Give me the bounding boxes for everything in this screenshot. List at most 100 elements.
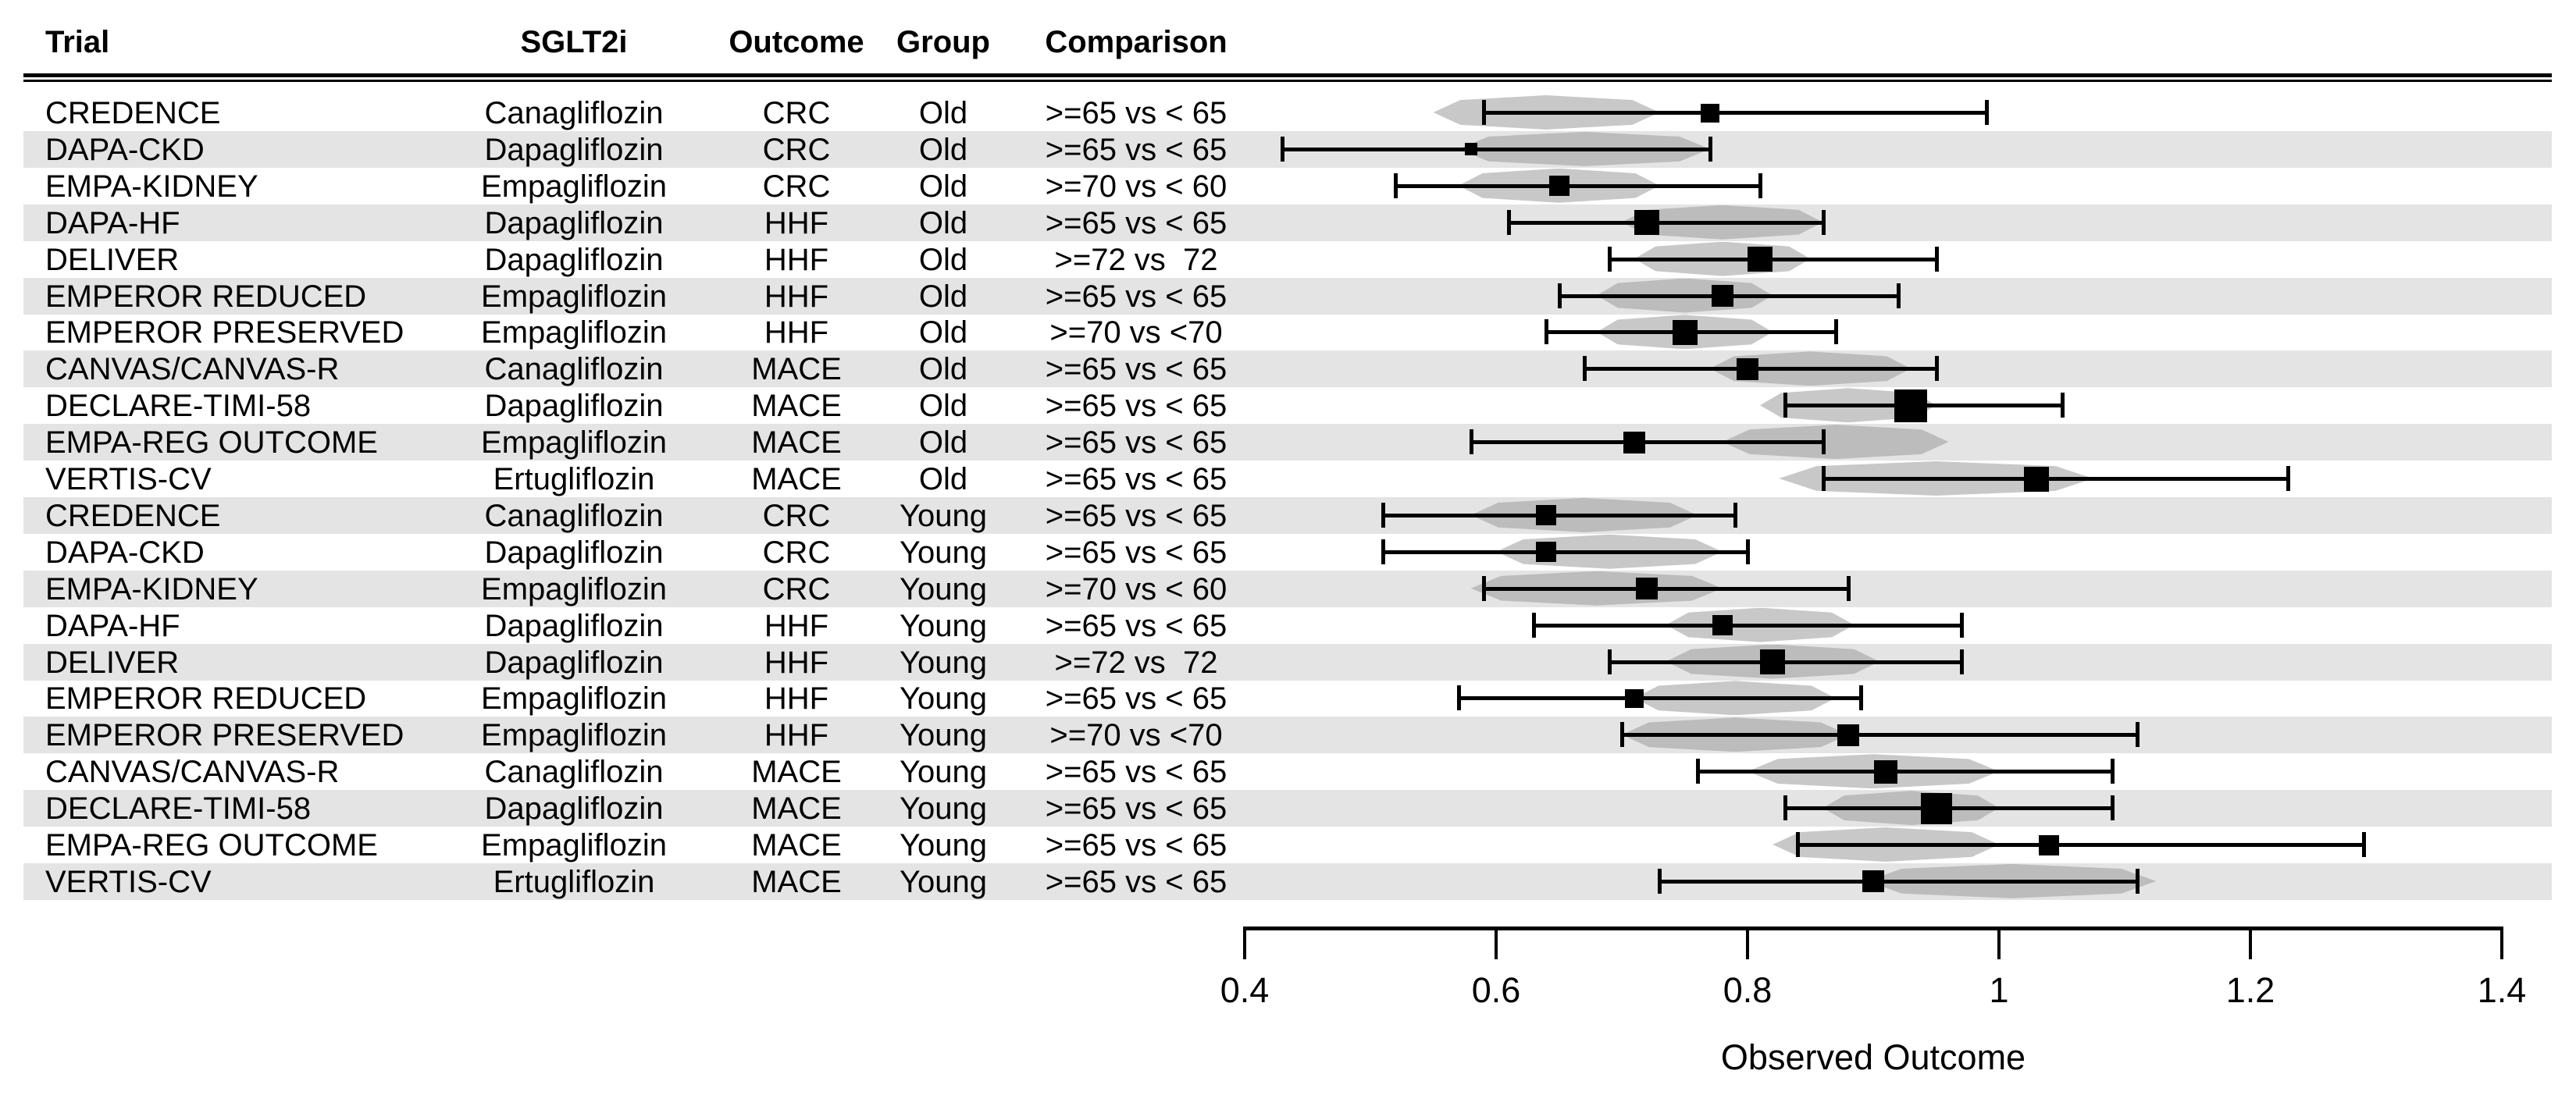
outcome-value: HHF xyxy=(764,645,829,680)
ci-lower-cap xyxy=(1545,319,1549,345)
column-header-outcome: Outcome xyxy=(729,25,864,59)
comparison-value: >=65 vs < 65 xyxy=(1045,608,1227,643)
trial-name: EMPA-REG OUTCOME xyxy=(45,425,378,461)
comparison-value: >=65 vs < 65 xyxy=(1045,279,1227,314)
sglt2i-name: Empagliflozin xyxy=(481,681,667,717)
comparison-value: >=65 vs < 65 xyxy=(1045,791,1227,827)
comparison-value: >=65 vs < 65 xyxy=(1045,389,1227,424)
trial-name: EMPEROR REDUCED xyxy=(45,279,367,314)
outcome-value: HHF xyxy=(764,242,829,277)
trial-name: EMPA-REG OUTCOME xyxy=(45,828,378,862)
x-axis-tick xyxy=(2249,928,2252,959)
ci-upper-cap xyxy=(1934,246,1939,272)
group-value: Young xyxy=(900,608,987,643)
confidence-interval-line xyxy=(1509,220,1823,225)
row-band xyxy=(23,570,2552,607)
table-row: EMPA-REG OUTCOME Empagliflozin MACE Youn… xyxy=(0,827,2576,863)
comparison-value: >=72 vs 72 xyxy=(1054,645,1218,680)
comparison-value: >=65 vs < 65 xyxy=(1045,864,1227,899)
group-value: Old xyxy=(918,462,968,496)
ci-lower-cap xyxy=(1469,429,1473,455)
table-row: DECLARE-TIMI-58 Dapagliflozin MACE Old >… xyxy=(0,387,2576,424)
table-row: CREDENCE Canagliflozin CRC Old >=65 vs <… xyxy=(0,94,2576,131)
comparison-value: >=65 vs < 65 xyxy=(1045,205,1227,240)
ci-upper-cap xyxy=(2361,832,2366,857)
ci-upper-cap xyxy=(2110,795,2115,821)
table-row: VERTIS-CV Ertugliflozin MACE Young >=65 … xyxy=(0,862,2576,900)
outcome-value: HHF xyxy=(764,681,829,717)
group-value: Old xyxy=(918,279,968,314)
ci-upper-cap xyxy=(2286,466,2291,491)
outcome-value: HHF xyxy=(764,718,829,753)
trial-name: CREDENCE xyxy=(45,96,221,130)
point-estimate-marker xyxy=(2039,834,2060,855)
outcome-value: CRC xyxy=(762,96,831,130)
sglt2i-name: Empagliflozin xyxy=(481,169,667,204)
table-row: EMPA-KIDNEY Empagliflozin CRC Old >=70 v… xyxy=(0,168,2576,205)
outcome-value: CRC xyxy=(762,169,831,204)
x-axis-tick xyxy=(2500,928,2503,959)
x-axis-tick xyxy=(1997,928,2001,959)
ci-lower-cap xyxy=(1695,759,1700,784)
header-rule-top xyxy=(23,73,2552,77)
point-estimate-marker xyxy=(1711,285,1733,307)
trial-name: DECLARE-TIMI-58 xyxy=(45,791,312,827)
sglt2i-name: Dapagliflozin xyxy=(484,608,664,643)
sglt2i-name: Ertugliflozin xyxy=(493,864,655,899)
ci-lower-cap xyxy=(1456,685,1461,711)
point-estimate-marker xyxy=(1737,357,1758,380)
header-rule-bottom xyxy=(23,80,2552,82)
column-header-sglt2i: SGLT2i xyxy=(520,25,628,59)
ci-lower-cap xyxy=(1582,356,1587,382)
group-value: Old xyxy=(918,205,968,240)
confidence-interval-line xyxy=(1470,440,1823,445)
group-value: Old xyxy=(918,315,968,350)
ci-lower-cap xyxy=(1481,100,1486,125)
confidence-interval-line xyxy=(1797,843,2364,847)
trial-name: DELIVER xyxy=(45,645,180,680)
table-row: EMPEROR PRESERVED Empagliflozin HHF Old … xyxy=(0,314,2576,350)
comparison-value: >=65 vs < 65 xyxy=(1045,681,1227,717)
trial-name: DAPA-CKD xyxy=(45,535,205,570)
row-band xyxy=(23,94,2552,131)
point-estimate-marker xyxy=(1712,615,1733,636)
outcome-value: HHF xyxy=(764,315,829,350)
ci-upper-cap xyxy=(1758,172,1763,198)
ci-upper-cap xyxy=(1846,575,1851,601)
ci-lower-cap xyxy=(1394,172,1398,198)
sglt2i-name: Dapagliflozin xyxy=(484,242,664,277)
confidence-interval-line xyxy=(1697,770,2112,774)
column-header-comparison: Comparison xyxy=(1045,25,1227,59)
ci-upper-cap xyxy=(1984,100,1989,125)
point-estimate-marker xyxy=(1536,505,1557,526)
row-band xyxy=(23,680,2552,717)
ci-lower-cap xyxy=(1607,649,1612,674)
confidence-interval-line xyxy=(1458,696,1861,701)
comparison-value: >=65 vs < 65 xyxy=(1045,352,1227,387)
ci-lower-cap xyxy=(1481,575,1486,601)
group-value: Young xyxy=(900,498,987,533)
comparison-value: >=65 vs < 65 xyxy=(1045,462,1227,496)
row-band xyxy=(23,862,2552,900)
group-value: Young xyxy=(900,645,987,680)
confidence-interval-line xyxy=(1395,183,1761,188)
ci-lower-cap xyxy=(1620,722,1624,748)
point-estimate-marker xyxy=(1874,759,1898,784)
row-band xyxy=(23,496,2552,534)
ci-lower-cap xyxy=(1381,539,1386,564)
group-value: Young xyxy=(900,535,987,570)
row-band xyxy=(23,350,2552,388)
ci-lower-cap xyxy=(1783,795,1788,821)
sglt2i-name: Empagliflozin xyxy=(481,571,667,606)
group-value: Old xyxy=(918,96,968,130)
confidence-interval-line xyxy=(1483,111,1986,115)
row-band xyxy=(23,241,2552,278)
confidence-interval-line xyxy=(1584,367,1936,372)
x-axis-title: Observed Outcome xyxy=(1720,1037,2026,1077)
ci-lower-cap xyxy=(1658,868,1662,894)
confidence-interval-line xyxy=(1609,257,1936,261)
ci-lower-cap xyxy=(1796,832,1801,857)
point-estimate-marker xyxy=(1464,143,1477,156)
confidence-interval-line xyxy=(1383,513,1735,517)
